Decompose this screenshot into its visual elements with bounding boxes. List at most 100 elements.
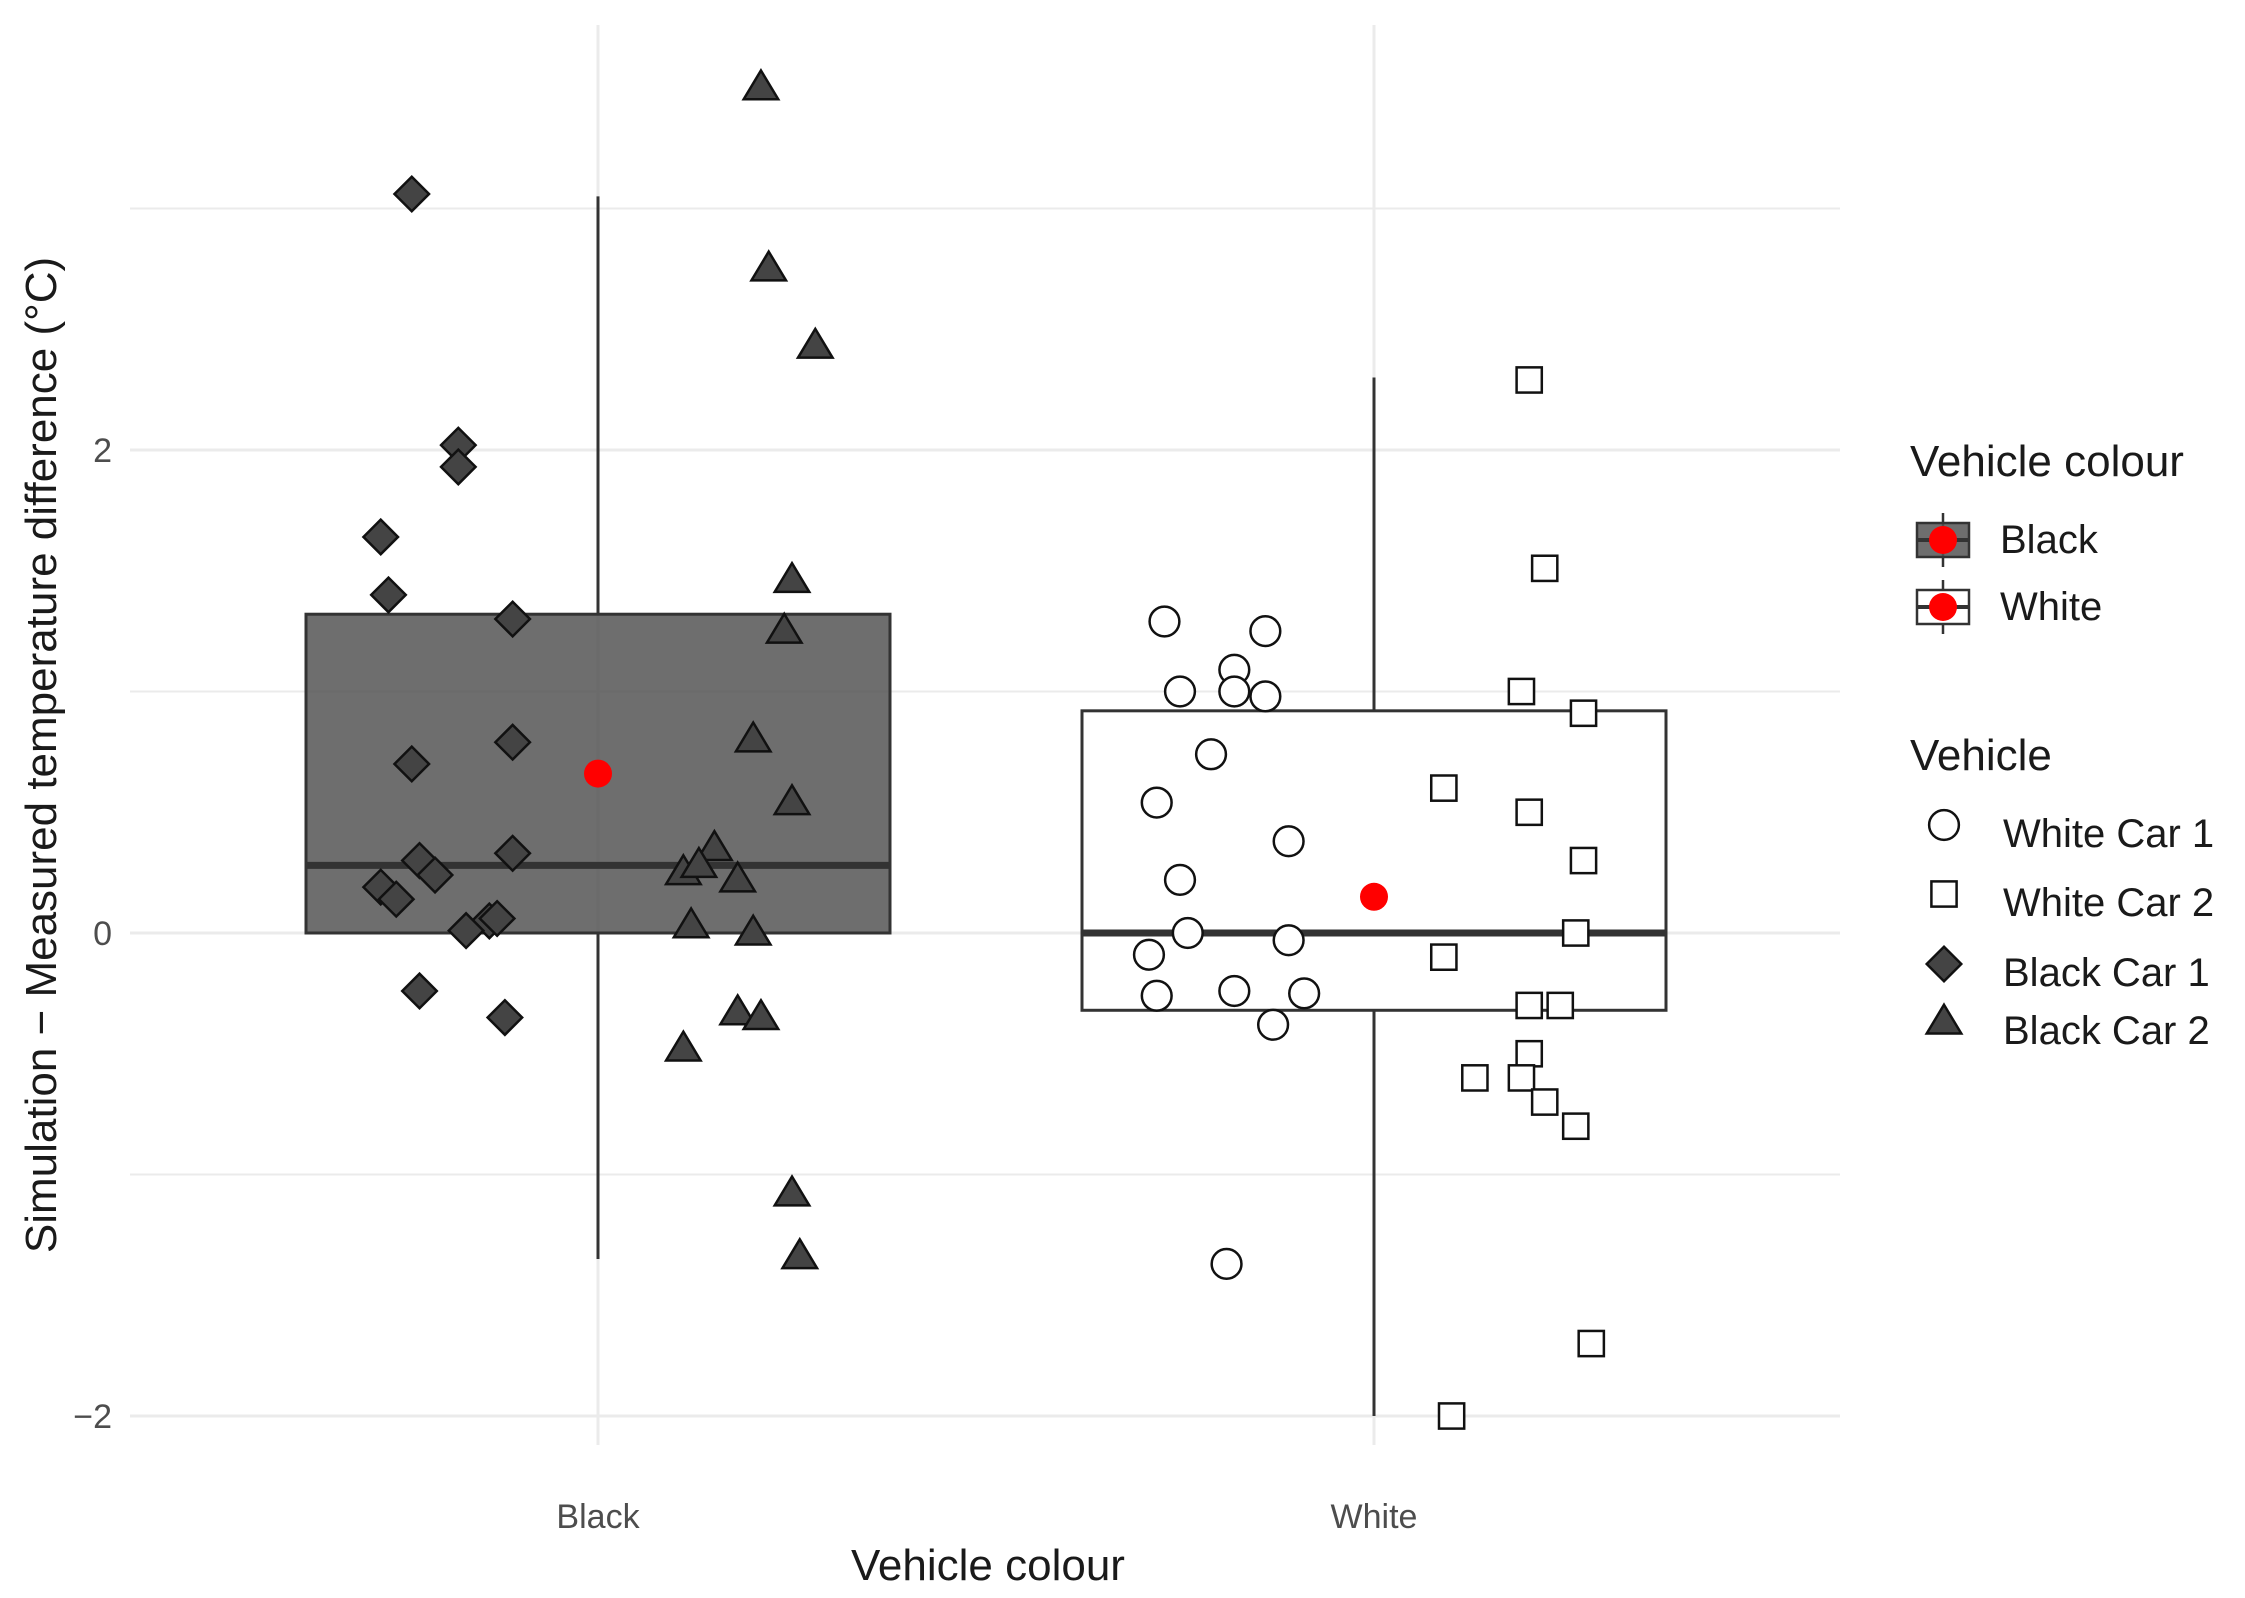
data-point bbox=[1546, 991, 1575, 1020]
y-tick-label: −2 bbox=[73, 1398, 112, 1436]
y-axis-ticks: −2 0 2 bbox=[73, 432, 112, 1436]
x-axis-ticks: Black White bbox=[556, 1498, 1417, 1536]
data-point bbox=[369, 575, 408, 614]
data-point bbox=[1171, 916, 1204, 950]
data-point bbox=[733, 720, 773, 753]
data-point bbox=[1515, 366, 1544, 394]
data-point bbox=[772, 560, 812, 594]
data-point bbox=[1429, 943, 1458, 971]
data-point bbox=[1272, 924, 1305, 957]
data-point bbox=[1515, 1039, 1544, 1068]
data-point bbox=[772, 782, 812, 816]
legend-vehicle-label: Black Car 2 bbox=[2003, 1009, 2210, 1053]
series-black-car-1 bbox=[361, 174, 532, 1037]
data-point bbox=[795, 326, 835, 359]
data-point bbox=[1561, 919, 1590, 947]
y-axis-title: Simulation − Measured temperature differ… bbox=[17, 257, 66, 1253]
data-point bbox=[749, 249, 789, 282]
data-point bbox=[493, 600, 532, 639]
data-point bbox=[1256, 1008, 1290, 1041]
data-point bbox=[671, 906, 711, 939]
data-point bbox=[1132, 938, 1166, 971]
data-point bbox=[679, 845, 719, 879]
data-point bbox=[392, 174, 431, 214]
data-point bbox=[1515, 798, 1544, 827]
data-point bbox=[1569, 699, 1598, 728]
legend-key-mean bbox=[1929, 526, 1957, 554]
data-point bbox=[1507, 1064, 1536, 1092]
legend-vehicle-label: White Car 1 bbox=[2003, 812, 2214, 856]
data-point bbox=[1561, 1112, 1590, 1141]
data-point bbox=[764, 611, 804, 644]
mean-layer bbox=[584, 759, 1388, 911]
data-point bbox=[400, 971, 439, 1011]
legend-colour-label: Black bbox=[2000, 518, 2099, 562]
data-point bbox=[1288, 977, 1321, 1010]
legend-key-mean bbox=[1929, 593, 1957, 621]
box-layer bbox=[304, 196, 1668, 1416]
legend-shape-diamond bbox=[1924, 944, 1964, 984]
data-point bbox=[493, 834, 532, 873]
data-point bbox=[1515, 991, 1544, 1020]
data-point bbox=[1577, 1329, 1606, 1358]
mean-point-white bbox=[1360, 882, 1388, 911]
data-point bbox=[1148, 605, 1181, 638]
box-iqr bbox=[1080, 709, 1668, 1012]
data-point bbox=[1461, 1064, 1489, 1092]
x-axis-title: Vehicle colour bbox=[851, 1541, 1125, 1590]
data-point bbox=[1249, 614, 1282, 648]
x-tick-label: Black bbox=[556, 1498, 640, 1536]
legend-colour-label: White bbox=[2000, 585, 2102, 629]
legend-shape-square bbox=[1930, 880, 1958, 908]
legend-title-vehicle: Vehicle bbox=[1910, 731, 2052, 780]
legend-vehicle-item: Black Car 2 bbox=[1924, 1002, 2210, 1053]
data-point bbox=[493, 723, 532, 762]
data-point bbox=[1507, 677, 1536, 706]
legend-vehicle-item: White Car 1 bbox=[1927, 808, 2214, 856]
data-point bbox=[439, 447, 478, 486]
legend-colour-items: Black White bbox=[1915, 513, 2102, 634]
series-white-car-1 bbox=[1132, 605, 1321, 1280]
data-point bbox=[718, 992, 758, 1026]
data-point bbox=[361, 517, 400, 556]
data-point bbox=[447, 911, 486, 950]
data-point bbox=[392, 744, 431, 783]
data-point bbox=[1437, 1402, 1466, 1430]
data-point bbox=[1218, 675, 1251, 708]
data-point bbox=[741, 997, 781, 1031]
legend-shape-circle bbox=[1927, 808, 1961, 842]
data-point bbox=[1272, 825, 1305, 858]
data-point bbox=[377, 880, 416, 919]
data-point bbox=[1429, 774, 1458, 802]
data-point bbox=[1194, 738, 1228, 771]
data-point bbox=[1249, 680, 1282, 713]
data-point bbox=[694, 828, 734, 862]
data-point bbox=[1140, 786, 1173, 819]
data-point bbox=[1210, 1247, 1243, 1280]
legend-vehicle-item: Black Car 1 bbox=[1924, 944, 2210, 995]
data-point bbox=[772, 1174, 812, 1207]
legend-vehicle-item: White Car 2 bbox=[1930, 880, 2214, 925]
data-point bbox=[415, 855, 455, 895]
y-tick-label: 0 bbox=[93, 915, 112, 953]
data-point bbox=[1218, 974, 1251, 1008]
legend-shape-triangle bbox=[1924, 1002, 1964, 1035]
legend-colour-item: Black bbox=[1915, 513, 2099, 567]
mean-point-black bbox=[584, 759, 612, 788]
data-point bbox=[780, 1236, 820, 1270]
data-point bbox=[1163, 675, 1197, 708]
data-point bbox=[663, 1029, 703, 1062]
legend-vehicle-label: Black Car 1 bbox=[2003, 951, 2210, 995]
data-point bbox=[1569, 846, 1598, 875]
x-tick-label: White bbox=[1331, 1498, 1418, 1536]
data-point bbox=[718, 860, 758, 893]
data-point bbox=[1163, 863, 1197, 896]
data-point bbox=[1530, 1088, 1559, 1116]
data-point bbox=[1530, 554, 1559, 583]
series-white-car-2 bbox=[1429, 366, 1606, 1430]
series-black-car-2 bbox=[663, 68, 835, 1270]
data-point bbox=[485, 998, 524, 1037]
data-point bbox=[733, 913, 773, 946]
data-point bbox=[478, 899, 517, 938]
